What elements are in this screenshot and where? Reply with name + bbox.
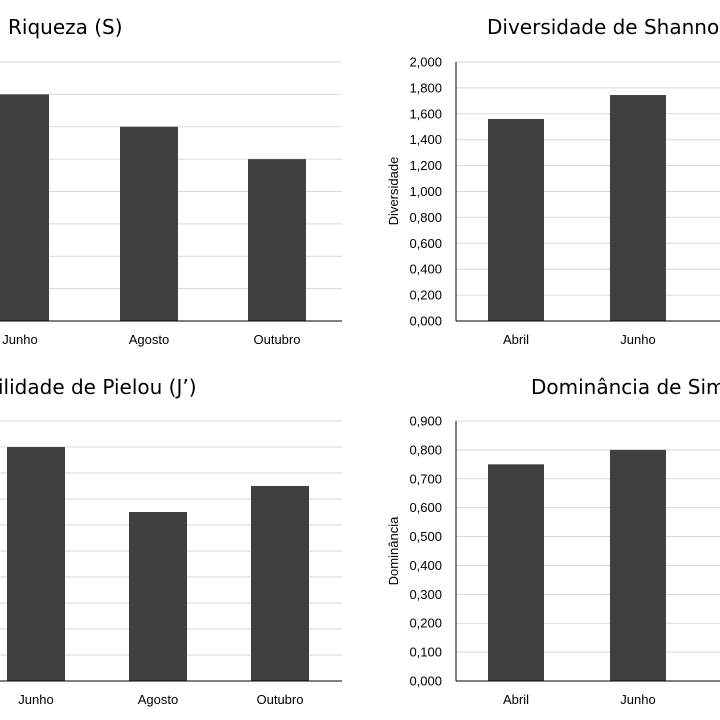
y-tick-label: 1,400 [409,132,442,147]
bar-junho [610,449,666,681]
y-tick-label: 0,100 [409,645,442,660]
y-axis-label: Dominância [386,516,401,585]
bar-agosto [120,126,178,321]
x-tick-label: Outubro [254,332,301,347]
x-tick-label: Agosto [138,692,178,707]
bar-abril [488,118,544,321]
y-tick-label: 0,800 [409,442,442,457]
y-tick-label: 1,200 [409,158,442,173]
y-tick-label: 0,400 [409,558,442,573]
y-tick-label: 2,000 [409,55,442,70]
x-tick-label: Junho [620,332,655,347]
bar-outubro [248,159,306,321]
y-tick-label: 0,200 [409,288,442,303]
y-tick-label: 0,800 [409,210,442,225]
x-tick-label: Junho [18,692,53,707]
chart-0: Junho Agosto Outubro [0,61,342,347]
x-tick-label: Junho [2,332,37,347]
x-tick-label: Junho [620,692,655,707]
x-tick-label: Agosto [129,332,169,347]
chart-title-riqueza: Riqueza (S) [8,15,123,39]
y-tick-label: 0,200 [409,616,442,631]
chart-3: 0,000 0,100 0,200 0,300 0,400 0,500 0,600 0,700… [386,414,720,707]
y-tick-label: 1,800 [409,80,442,95]
y-tick-label: 0,600 [409,236,442,251]
y-tick-label: 1,600 [409,106,442,121]
bar-junho [610,95,666,322]
y-tick-label: 1,000 [409,184,442,199]
y-axis-label: Diversidade [386,157,401,226]
chart-1: 0,000 0,200 0,400 0,600 0,800 1,000 1,200 1,400… [386,55,720,347]
y-tick-label: 0,500 [409,529,442,544]
y-tick-label: 0,400 [409,262,442,277]
bar-junho [7,447,65,681]
bar-junho [0,94,49,321]
y-tick-label: 0,700 [409,471,442,486]
chart-title-shannon: Diversidade de Shannon- [487,15,720,39]
bar-abril [488,464,544,681]
x-tick-label: Outubro [257,692,304,707]
y-tick-label: 0,000 [409,674,442,689]
bar-outubro [251,486,309,681]
y-tick-label: 0,300 [409,587,442,602]
chart-2: Junho Agosto Outubro [0,420,342,707]
x-tick-label: Abril [503,332,529,347]
chart-title-pielou: ilidade de Pielou (J’) [0,375,197,399]
y-tick-label: 0,900 [409,414,442,429]
chart-title-simpson: Dominância de Simp [531,375,720,399]
y-tick-label: 0,600 [409,500,442,515]
y-tick-label: 0,000 [409,314,442,329]
x-tick-label: Abril [503,692,529,707]
bar-agosto [129,512,187,681]
